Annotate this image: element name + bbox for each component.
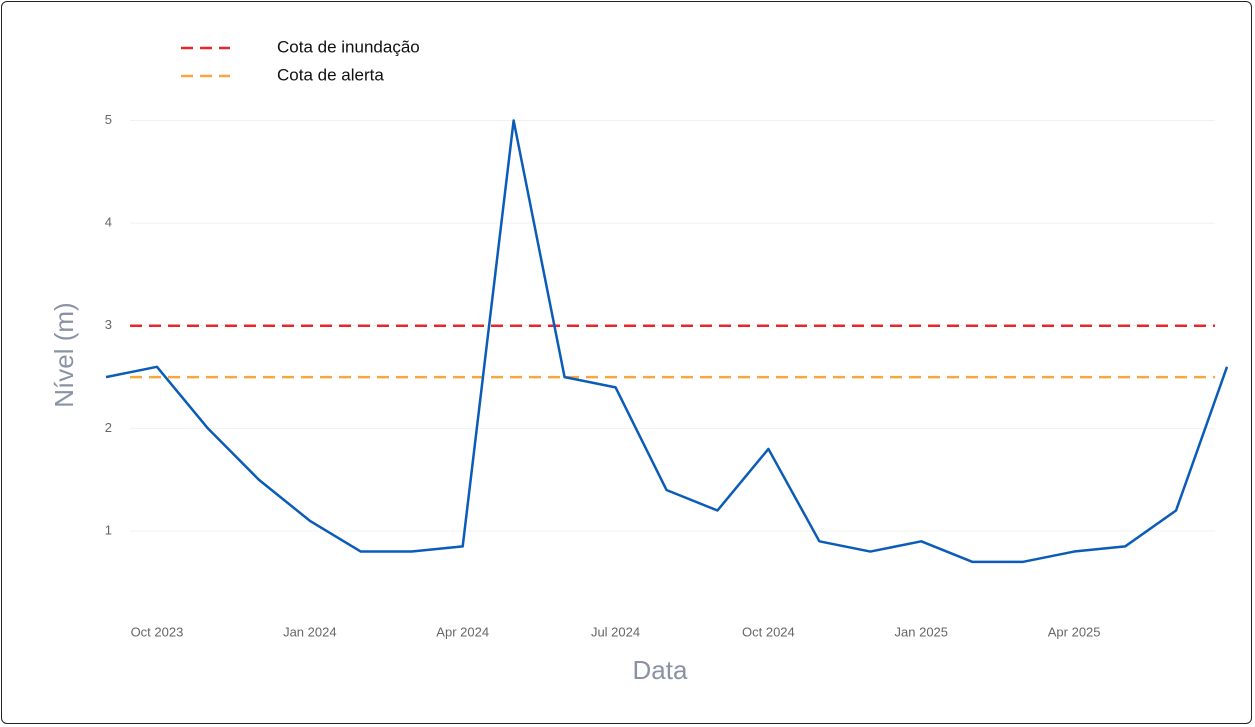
x-tick-label: Apr 2025 (1048, 624, 1101, 639)
legend-label: Cota de alerta (277, 65, 384, 84)
x-tick-label: Oct 2023 (131, 624, 184, 639)
x-tick-label: Apr 2024 (436, 624, 489, 639)
y-tick-label: 3 (105, 317, 112, 332)
y-axis-title: Nível (m) (49, 302, 79, 407)
x-tick-label: Jul 2024 (591, 624, 640, 639)
y-tick-label: 2 (105, 420, 112, 435)
data-line (105, 119, 1229, 564)
x-tick-label: Jan 2025 (895, 624, 949, 639)
y-tick-label: 1 (105, 522, 112, 537)
y-tick-label: 4 (105, 215, 112, 230)
x-axis-title: Data (633, 655, 688, 685)
x-tick-label: Oct 2024 (742, 624, 795, 639)
x-tick-label: Jan 2024 (283, 624, 337, 639)
legend-label: Cota de inundação (277, 37, 420, 56)
y-tick-label: 5 (105, 112, 112, 127)
